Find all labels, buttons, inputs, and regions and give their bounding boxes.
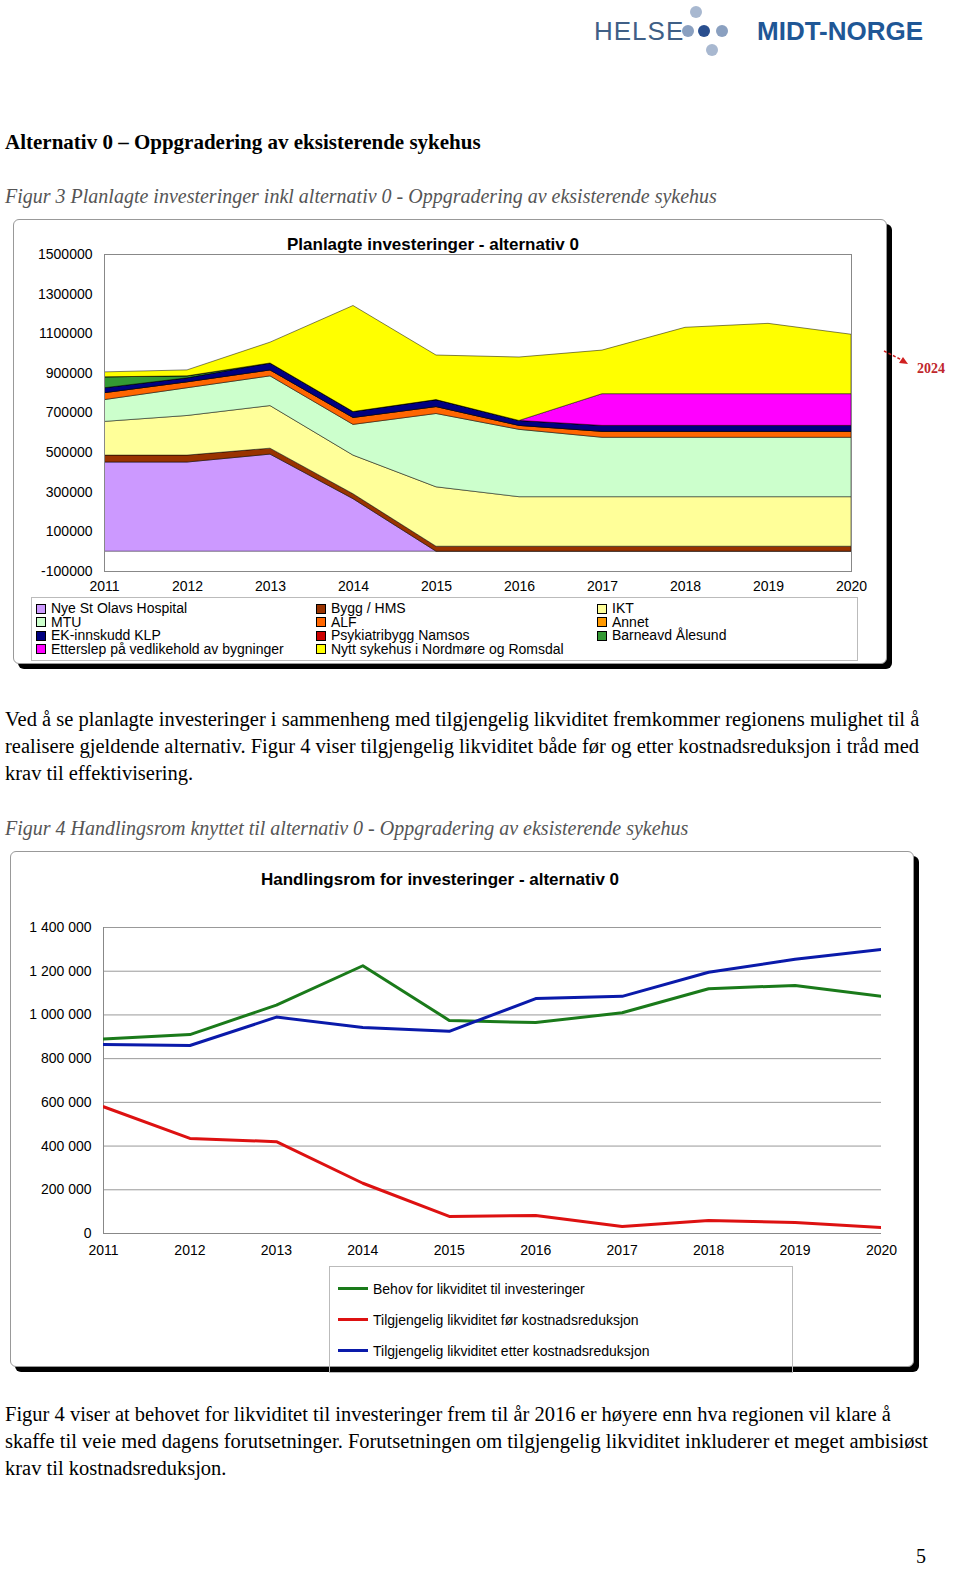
html-text:Annet: Annet xyxy=(612,613,649,630)
html-text:MTU: MTU xyxy=(51,613,82,630)
svg-text:400 000: 400 000 xyxy=(41,1138,92,1154)
svg-text:100000: 100000 xyxy=(46,523,93,539)
svg-text:200 000: 200 000 xyxy=(41,1181,92,1197)
html-text:Alternativ 0 – Oppgradering av: Alternativ 0 – Oppgradering av eksistere… xyxy=(5,130,481,154)
svg-text:500000: 500000 xyxy=(46,444,93,460)
svg-text:1 200 000: 1 200 000 xyxy=(29,963,91,979)
svg-text:2011: 2011 xyxy=(88,1242,118,1258)
html-text:EK-innskudd KLP: EK-innskudd KLP xyxy=(51,627,161,643)
html-text:Nytt sykehus i Nordmøre og Rom: Nytt sykehus i Nordmøre og Romsdal xyxy=(331,640,564,657)
svg-text:2015: 2015 xyxy=(421,578,452,594)
html-text:2024: 2024 xyxy=(917,361,945,376)
svg-text:2020: 2020 xyxy=(836,578,867,594)
html-text:Psykiatribygg Namsos: Psykiatribygg Namsos xyxy=(331,627,470,643)
svg-text:2017: 2017 xyxy=(607,1242,638,1258)
svg-text:2011: 2011 xyxy=(89,578,119,594)
html-text:IKT: IKT xyxy=(612,600,634,616)
svg-text:1100000: 1100000 xyxy=(39,325,93,341)
svg-text:2019: 2019 xyxy=(753,578,784,594)
svg-text:HELSE: HELSE xyxy=(594,16,684,46)
svg-text:2016: 2016 xyxy=(520,1242,551,1258)
html-text:Figur 4 viser at behovet for l: Figur 4 viser at behovet for likviditet … xyxy=(5,1403,929,1479)
html-text:Ved å se planlagte investering: Ved å se planlagte investeringer i samme… xyxy=(5,708,920,784)
svg-text:800 000: 800 000 xyxy=(41,1050,92,1066)
svg-text:2020: 2020 xyxy=(866,1242,897,1258)
html-text:Bygg / HMS: Bygg / HMS xyxy=(331,600,406,616)
svg-text:2012: 2012 xyxy=(174,1242,205,1258)
svg-text:2018: 2018 xyxy=(670,578,701,594)
html-text:Figur 3 Planlagte investeringe: Figur 3 Planlagte investeringer inkl alt… xyxy=(5,185,717,207)
html-text:Planlagte investeringer - alte: Planlagte investeringer - alternativ 0 xyxy=(287,235,579,254)
svg-text:2017: 2017 xyxy=(587,578,618,594)
svg-text:300000: 300000 xyxy=(46,484,93,500)
html-text:Tilgjengelig likviditet etter: Tilgjengelig likviditet etter kostnadsre… xyxy=(373,1342,650,1359)
svg-text:700000: 700000 xyxy=(46,404,93,420)
svg-text:2012: 2012 xyxy=(172,578,203,594)
html-text:Nye St Olavs Hospital: Nye St Olavs Hospital xyxy=(51,600,188,616)
svg-text:2019: 2019 xyxy=(779,1242,810,1258)
html-text:Behov for likviditet til inves: Behov for likviditet til investeringer xyxy=(373,1280,585,1297)
html-text:ALF: ALF xyxy=(331,613,357,630)
svg-text:1 000 000: 1 000 000 xyxy=(29,1006,91,1022)
svg-text:2014: 2014 xyxy=(338,578,369,594)
html-text:Figur 4 Handlingsrom knyttet t: Figur 4 Handlingsrom knyttet til alterna… xyxy=(5,817,689,839)
html-text:Barneavd Ålesund: Barneavd Ålesund xyxy=(612,627,727,643)
html-text:Etterslep på vedlikehold av by: Etterslep på vedlikehold av bygninger xyxy=(51,640,284,657)
svg-text:2015: 2015 xyxy=(434,1242,465,1258)
html-text:5: 5 xyxy=(916,1545,926,1567)
html-text:Handlingsrom for investeringer: Handlingsrom for investeringer - alterna… xyxy=(261,870,619,889)
svg-text:2018: 2018 xyxy=(693,1242,724,1258)
svg-text:2013: 2013 xyxy=(255,578,286,594)
svg-text:1 400 000: 1 400 000 xyxy=(29,919,91,935)
svg-text:1300000: 1300000 xyxy=(38,286,93,302)
svg-text:-100000: -100000 xyxy=(41,563,93,579)
svg-text:2013: 2013 xyxy=(261,1242,292,1258)
svg-text:2014: 2014 xyxy=(347,1242,378,1258)
svg-text:MIDT-NORGE: MIDT-NORGE xyxy=(757,16,923,46)
svg-text:1500000: 1500000 xyxy=(38,246,93,262)
svg-text:2016: 2016 xyxy=(504,578,535,594)
svg-text:900000: 900000 xyxy=(46,365,93,381)
svg-text:0: 0 xyxy=(84,1225,92,1241)
html-text:Tilgjengelig likviditet før ko: Tilgjengelig likviditet før kostnadsredu… xyxy=(373,1311,639,1328)
svg-text:600 000: 600 000 xyxy=(41,1094,92,1110)
